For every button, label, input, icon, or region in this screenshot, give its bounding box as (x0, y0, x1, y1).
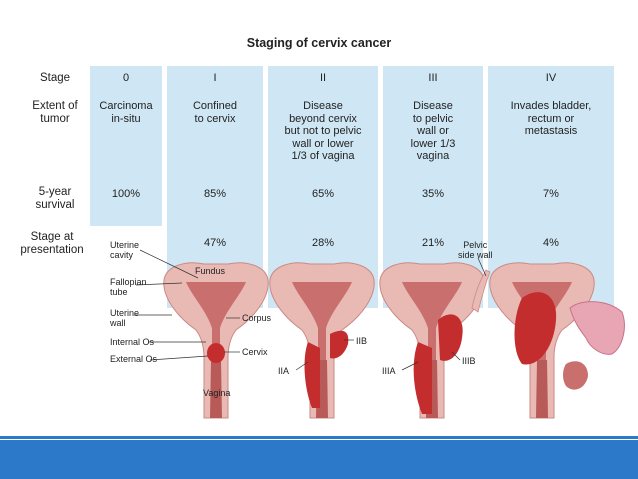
stage-iv-presentation: 4% (543, 237, 559, 249)
stage-iii-number: III (428, 72, 438, 84)
label-iib: IIB (356, 336, 368, 346)
page-title: Staging of cervix cancer (246, 36, 392, 50)
stage-ii-number: II (319, 72, 327, 84)
uterus-stage-iv (489, 262, 625, 419)
label-external-os: External Os (110, 354, 158, 364)
label-internal-os: Internal Os (110, 337, 155, 347)
label-iiia: IIIA (382, 366, 396, 376)
stage-iv-survival: 7% (543, 188, 559, 200)
footer-divider (0, 436, 638, 439)
row-label-stage: Stage (39, 72, 71, 84)
label-fallopian-tube: Fallopian tube (110, 277, 147, 297)
stage-i-presentation: 47% (203, 237, 227, 249)
stage-iii-presentation: 21% (421, 237, 445, 249)
stage-0-survival: 100% (111, 188, 141, 200)
stage-iii-extent: Disease to pelvic wall or lower 1/3 vagina (410, 100, 456, 162)
stage-iv-number: IV (545, 72, 557, 84)
leader-lines (134, 249, 487, 371)
uterus-stage-i (163, 262, 269, 419)
stage-i-number: I (213, 72, 217, 84)
label-uterine-wall: Uterine wall (110, 308, 140, 328)
label-iiib: IIIB (462, 356, 476, 366)
stage-ii-survival: 65% (311, 188, 335, 200)
stage-i-survival: 85% (203, 188, 227, 200)
uterus-stage-ii (269, 262, 375, 419)
row-label-survival: 5-year survival (35, 186, 75, 211)
row-label-presentation: Stage at presentation (20, 231, 84, 256)
label-fundus: Fundus (195, 266, 226, 276)
label-uterine-cavity: Uterine cavity (110, 240, 140, 260)
label-iia: IIA (278, 366, 290, 376)
label-vagina: Vagina (203, 388, 231, 398)
label-cervix: Cervix (242, 347, 268, 357)
stage-0-number: 0 (122, 72, 130, 84)
column-stage-0 (90, 66, 162, 226)
label-pelvic-side-wall: Pelvic side wall (458, 240, 493, 260)
stage-ii-extent: Disease beyond cervix but not to pelvic wal… (284, 100, 362, 162)
footer-bar (0, 440, 638, 479)
stage-iv-extent: Invades bladder, rectum or metastasis (510, 100, 592, 137)
uterus-stage-iii (379, 262, 491, 419)
stage-iii-survival: 35% (421, 188, 445, 200)
label-corpus: Corpus (242, 313, 272, 323)
row-label-extent: Extent of tumor (32, 100, 78, 125)
stage-i-extent: Confined to cervix (192, 100, 238, 125)
stage-ii-presentation: 28% (311, 237, 335, 249)
stage-0-extent: Carcinoma in-situ (99, 100, 153, 125)
